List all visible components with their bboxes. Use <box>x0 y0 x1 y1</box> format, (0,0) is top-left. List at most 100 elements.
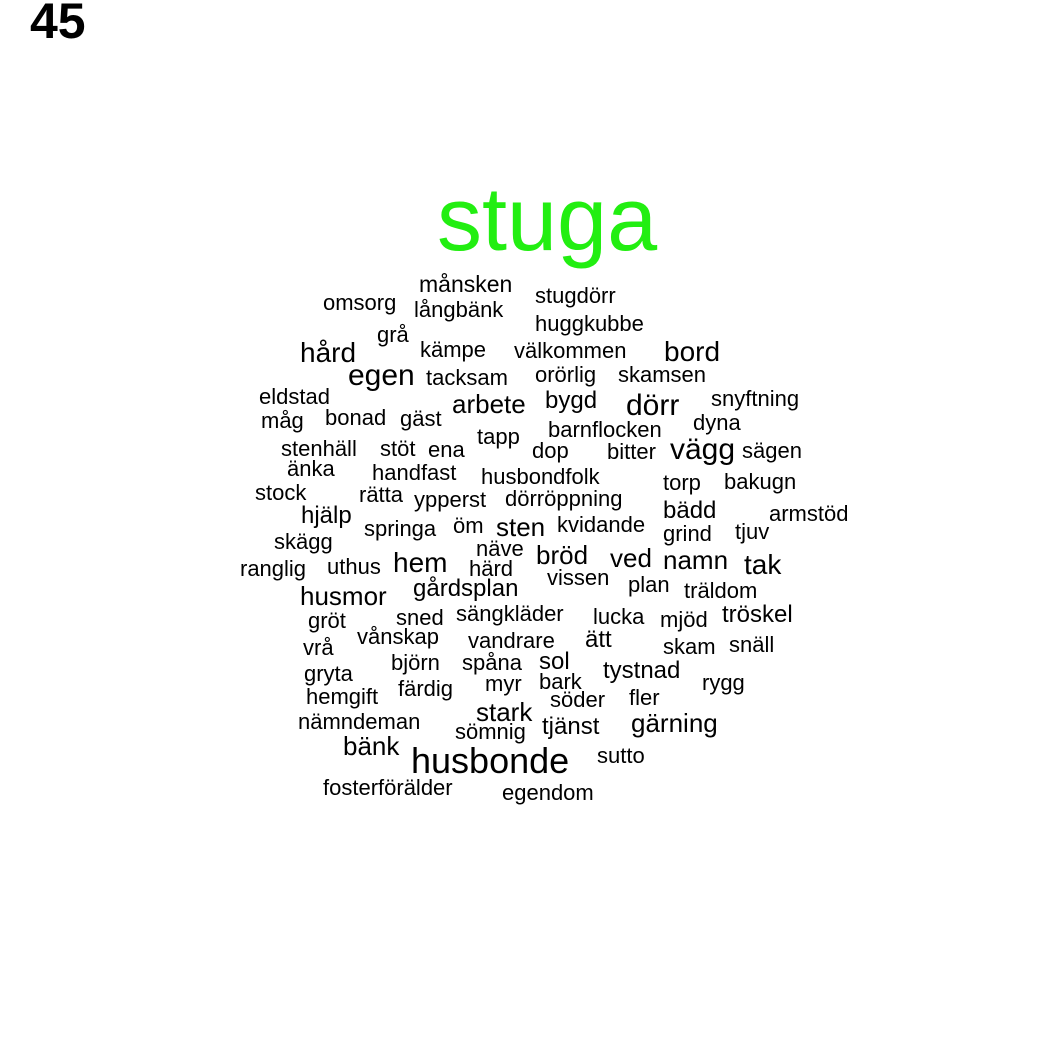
cloud-word: myr <box>485 671 522 696</box>
cloud-word: bord <box>664 336 721 367</box>
cloud-word: uthus <box>327 554 381 579</box>
cloud-word: husbonde <box>411 740 570 781</box>
cloud-word: tjänst <box>542 713 600 740</box>
cloud-word: skamsen <box>618 362 707 387</box>
cloud-word: tystnad <box>603 657 681 684</box>
page-number: 45 <box>30 0 86 49</box>
cloud-word: dörröppning <box>505 486 623 511</box>
cloud-word: fosterförälder <box>323 775 453 800</box>
cloud-word: gröt <box>308 608 346 633</box>
cloud-word: namn <box>663 545 729 575</box>
cloud-word: välkommen <box>514 338 627 363</box>
cloud-word: vrå <box>303 635 334 660</box>
cloud-word: ved <box>610 543 652 573</box>
cloud-word: stugdörr <box>535 283 616 308</box>
cloud-word: bänk <box>343 731 400 761</box>
cloud-word: ypperst <box>414 487 487 512</box>
cloud-word: kämpe <box>420 337 487 362</box>
cloud-word: ätt <box>585 626 612 653</box>
cloud-word: nämndeman <box>298 709 421 734</box>
cloud-word: grå <box>377 322 409 347</box>
cloud-word: torp <box>663 470 701 495</box>
cloud-word: fler <box>629 685 660 710</box>
cloud-word: bädd <box>663 497 717 524</box>
cloud-word: träldom <box>684 578 758 603</box>
cloud-word: stenhäll <box>281 436 357 461</box>
cloud-word: tak <box>744 549 782 580</box>
cloud-word: mjöd <box>660 607 708 632</box>
cloud-word: grind <box>663 521 712 546</box>
cloud-word: gärning <box>631 708 718 738</box>
cloud-word: lucka <box>593 604 645 629</box>
cloud-word: näve <box>476 536 524 561</box>
cloud-word: hård <box>300 337 357 368</box>
cloud-word: bröd <box>536 540 589 570</box>
cloud-word: orörlig <box>535 362 597 387</box>
cloud-word: eldstad <box>259 384 330 409</box>
cloud-word: sned <box>396 605 444 630</box>
cloud-word: hemgift <box>306 684 379 709</box>
cloud-word: huggkubbe <box>535 311 644 336</box>
cloud-word: bakugn <box>724 469 797 494</box>
cloud-word: egen <box>348 359 415 392</box>
cloud-word: gryta <box>304 661 353 686</box>
cloud-word: sol <box>539 648 570 675</box>
cloud-word: dyna <box>693 410 741 435</box>
cloud-word: månsken <box>419 271 513 297</box>
cloud-word: spåna <box>462 650 522 675</box>
cloud-word: arbete <box>452 389 526 419</box>
cloud-word: öm <box>453 513 484 538</box>
cloud-word: ranglig <box>240 556 307 581</box>
cloud-word: bitter <box>607 439 656 464</box>
cloud-word: omsorg <box>323 290 397 315</box>
cloud-word: bygd <box>545 387 598 414</box>
cloud-word: långbänk <box>414 297 504 322</box>
cloud-word-highlight: stuga <box>437 170 658 270</box>
cloud-word: snäll <box>729 632 775 657</box>
cloud-word: stöt <box>380 436 416 461</box>
cloud-word: hjälp <box>301 502 352 529</box>
cloud-word: stark <box>476 697 533 727</box>
cloud-word: gäst <box>400 406 442 431</box>
cloud-word: tröskel <box>722 601 793 628</box>
cloud-word: tapp <box>477 424 520 449</box>
cloud-word: sängkläder <box>456 601 564 626</box>
cloud-word: skam <box>663 634 716 659</box>
cloud-word: stock <box>255 480 307 505</box>
cloud-word: egendom <box>502 780 594 805</box>
cloud-word: rygg <box>702 670 745 695</box>
cloud-word: husmor <box>300 581 387 611</box>
cloud-word: sten <box>496 512 546 542</box>
cloud-word: handfast <box>372 460 457 485</box>
cloud-word: ena <box>428 437 465 462</box>
cloud-word: sömnig <box>455 719 526 744</box>
cloud-word: dörr <box>626 389 680 422</box>
cloud-word: vägg <box>670 433 736 466</box>
cloud-word: barnflocken <box>548 417 662 442</box>
cloud-word: änka <box>287 456 335 481</box>
cloud-word: tacksam <box>426 365 508 390</box>
cloud-word: snyftning <box>711 386 800 411</box>
cloud-word: dop <box>532 438 569 463</box>
cloud-word: måg <box>261 408 304 433</box>
cloud-word: rätta <box>359 482 404 507</box>
cloud-word: vandrare <box>468 628 555 653</box>
cloud-word: söder <box>550 687 606 712</box>
cloud-word: plan <box>628 572 670 597</box>
cloud-word: husbondfolk <box>481 464 600 489</box>
cloud-word: tjuv <box>735 519 770 544</box>
cloud-word: härd <box>469 556 514 581</box>
cloud-word: springa <box>364 516 437 541</box>
cloud-word: armstöd <box>769 501 849 526</box>
cloud-word: sutto <box>597 743 645 768</box>
cloud-word: bonad <box>325 405 387 430</box>
cloud-word: kvidande <box>557 512 646 537</box>
cloud-word: vissen <box>547 565 610 590</box>
cloud-word: färdig <box>398 676 454 701</box>
cloud-word: gårdsplan <box>413 575 519 602</box>
cloud-word: björn <box>391 650 440 675</box>
cloud-word: skägg <box>274 529 333 554</box>
cloud-word: sägen <box>742 438 802 463</box>
cloud-word: vånskap <box>357 624 439 649</box>
